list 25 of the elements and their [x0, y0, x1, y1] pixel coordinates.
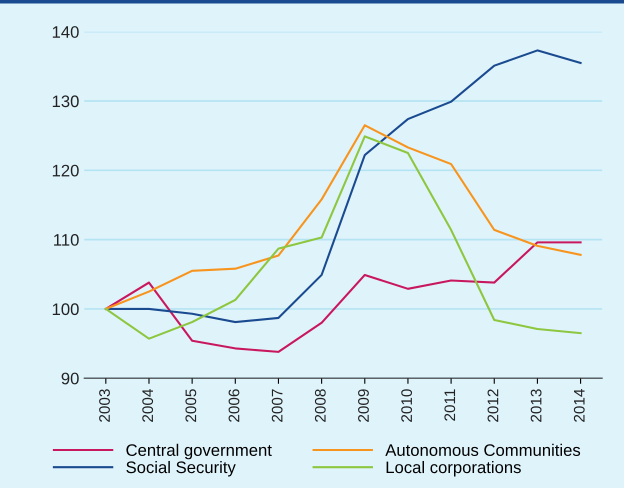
x-tick-label: 2013 — [530, 389, 542, 422]
legend-label: Local corporations — [386, 460, 521, 477]
x-tick-label: 2012 — [488, 389, 498, 422]
y-tick-label: 100 — [52, 303, 79, 316]
x-tick-label: 2008 — [314, 389, 326, 422]
legend-label: Social Security — [126, 460, 236, 477]
legend-label: Autonomous Communities — [385, 444, 580, 456]
x-tick-label: 2003 — [99, 389, 110, 422]
line-series — [104, 124, 582, 310]
y-tick-label: 90 — [62, 372, 79, 384]
y-tick-label: 140 — [52, 26, 79, 38]
line-series — [104, 135, 582, 340]
y-tick-label: 120 — [52, 164, 79, 177]
legend-label: Central government — [126, 444, 272, 460]
x-tick-label: 2004 — [142, 389, 154, 422]
x-tick-label: 2005 — [185, 389, 196, 422]
x-tick-label: 2014 — [574, 389, 585, 422]
y-tick-label: 130 — [52, 95, 79, 108]
x-tick-label: 2010 — [401, 389, 412, 422]
y-tick-label: 110 — [54, 234, 79, 246]
x-tick-label: 2007 — [272, 389, 283, 422]
x-tick-label: 2006 — [228, 389, 240, 422]
x-tick-label: 2011 — [444, 389, 456, 421]
line-series — [104, 241, 582, 353]
x-tick-label: 2009 — [358, 389, 369, 422]
